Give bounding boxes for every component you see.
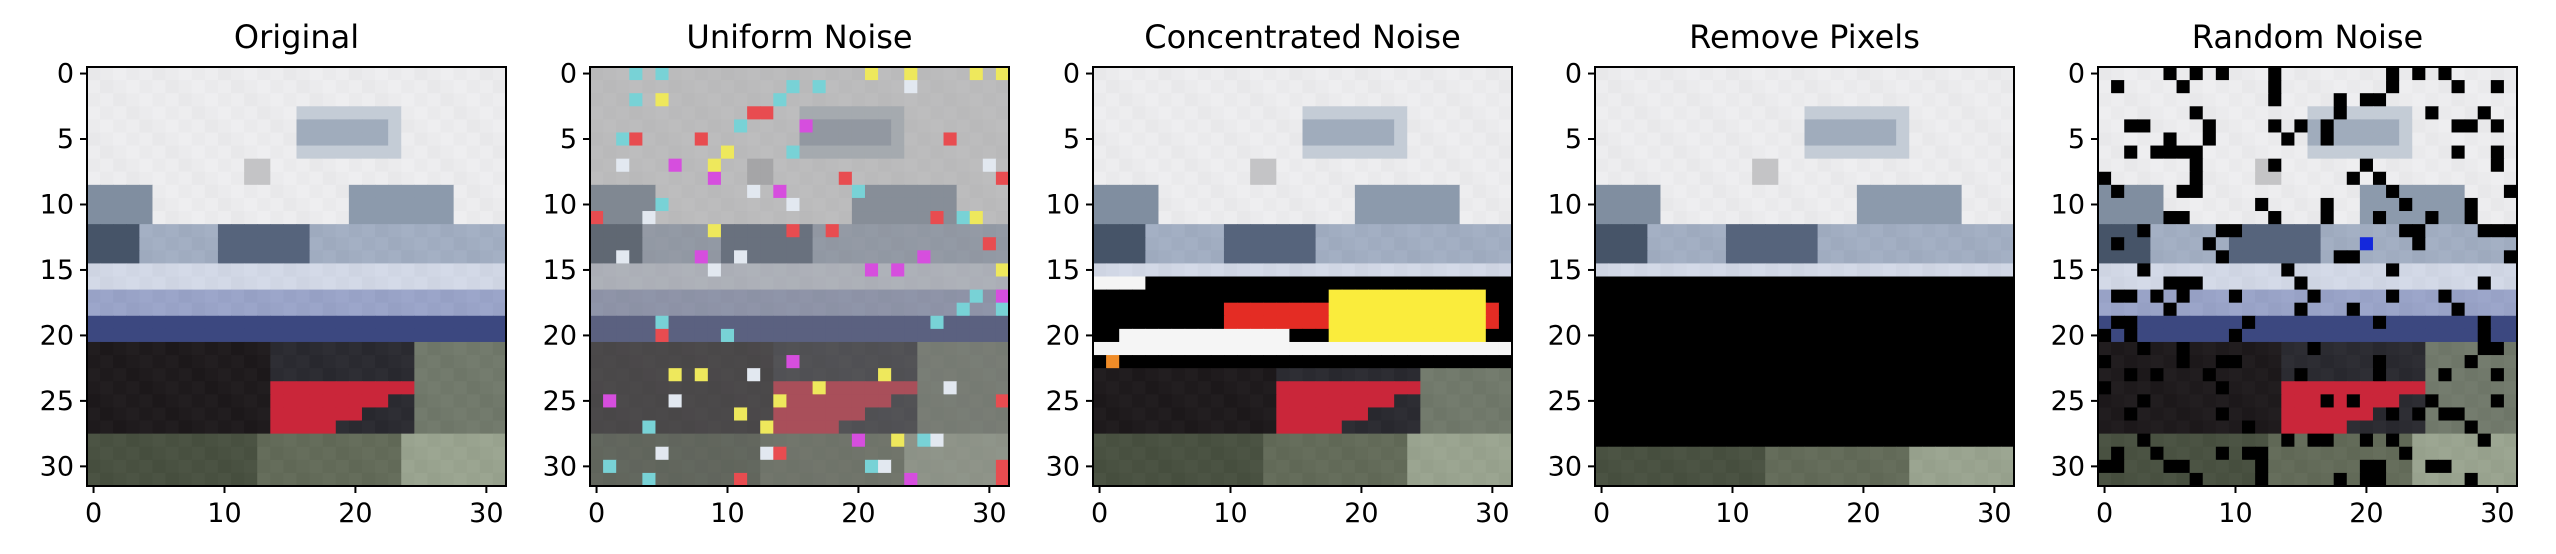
y-tick-label: 5	[1565, 124, 1582, 155]
panel-3: Remove Pixels 0 10 20 30 0 5 10 15 20 25 30	[1548, 18, 2015, 529]
y-tick-label: 15	[543, 255, 577, 286]
x-tick-label: 30	[1475, 498, 1509, 529]
y-tick-label: 20	[1548, 320, 1582, 351]
y-tick-label: 5	[560, 124, 577, 155]
y-tick-label: 25	[1548, 386, 1582, 417]
y-tick-label: 20	[543, 320, 577, 351]
panel-title: Original	[234, 18, 359, 56]
x-tick-label: 20	[841, 498, 875, 529]
x-tick-label: 20	[2349, 498, 2383, 529]
x-tick-label: 0	[1593, 498, 1610, 529]
y-tick-label: 15	[1548, 255, 1582, 286]
y-tick-label: 30	[1548, 451, 1582, 482]
x-tick-label: 30	[469, 498, 503, 529]
y-tick-label: 5	[2068, 124, 2085, 155]
y-tick-label: 15	[40, 255, 74, 286]
y-tick-label: 10	[1046, 189, 1080, 220]
y-tick-label: 30	[543, 451, 577, 482]
x-tick-label: 10	[1213, 498, 1247, 529]
y-tick-label: 0	[560, 59, 577, 90]
x-tick-label: 20	[1344, 498, 1378, 529]
y-tick-label: 30	[2051, 451, 2085, 482]
image-pixels	[1093, 67, 1512, 486]
x-tick-label: 10	[2218, 498, 2252, 529]
panel-2: Concentrated Noise 0 10 20 30 0 5 10 15 20 25 30	[1046, 18, 1513, 529]
y-tick-label: 30	[40, 451, 74, 482]
y-tick-label: 10	[40, 189, 74, 220]
panel-title: Remove Pixels	[1689, 18, 1920, 56]
panel-title: Random Noise	[2192, 18, 2423, 56]
y-tick-label: 20	[2051, 320, 2085, 351]
panel-1: Uniform Noise 0 10 20 30 0 5 10 15 20 25 30	[543, 18, 1010, 529]
x-tick-label: 20	[338, 498, 372, 529]
axes-frame	[589, 66, 1010, 487]
y-tick-label: 15	[2051, 255, 2085, 286]
y-tick-label: 25	[543, 386, 577, 417]
y-tick-label: 5	[57, 124, 74, 155]
y-tick-label: 30	[1046, 451, 1080, 482]
y-tick-label: 25	[2051, 386, 2085, 417]
x-tick-label: 10	[710, 498, 744, 529]
image-pixels	[2098, 67, 2517, 486]
x-tick-label: 0	[1091, 498, 1108, 529]
axes-frame	[1594, 66, 2015, 487]
axes-frame	[1092, 66, 1513, 487]
panel-4: Random Noise 0 10 20 30 0 5 10 15 20 25 30	[2051, 18, 2518, 529]
y-tick-label: 0	[1063, 59, 1080, 90]
axes-frame	[86, 66, 507, 487]
panel-0: Original 0 10 20 30 0 5 10 15 20 25 30	[40, 18, 507, 529]
x-tick-label: 10	[207, 498, 241, 529]
x-tick-label: 0	[85, 498, 102, 529]
y-tick-label: 25	[1046, 386, 1080, 417]
y-tick-label: 0	[57, 59, 74, 90]
y-tick-label: 20	[1046, 320, 1080, 351]
image-pixels	[87, 67, 506, 486]
y-tick-label: 20	[40, 320, 74, 351]
image-pixels	[590, 67, 1009, 486]
x-tick-label: 10	[1715, 498, 1749, 529]
axes-frame	[2097, 66, 2518, 487]
x-tick-label: 0	[588, 498, 605, 529]
x-tick-label: 30	[972, 498, 1006, 529]
y-tick-label: 0	[1565, 59, 1582, 90]
y-tick-label: 15	[1046, 255, 1080, 286]
x-tick-label: 30	[2480, 498, 2514, 529]
y-tick-label: 10	[2051, 189, 2085, 220]
panel-title: Uniform Noise	[686, 18, 912, 56]
y-tick-label: 10	[543, 189, 577, 220]
y-tick-label: 25	[40, 386, 74, 417]
y-tick-label: 10	[1548, 189, 1582, 220]
x-tick-label: 30	[1977, 498, 2011, 529]
panel-title: Concentrated Noise	[1144, 18, 1461, 56]
y-tick-label: 0	[2068, 59, 2085, 90]
x-tick-label: 20	[1846, 498, 1880, 529]
x-tick-label: 0	[2096, 498, 2113, 529]
image-pixels	[1595, 67, 2014, 486]
y-tick-label: 5	[1063, 124, 1080, 155]
